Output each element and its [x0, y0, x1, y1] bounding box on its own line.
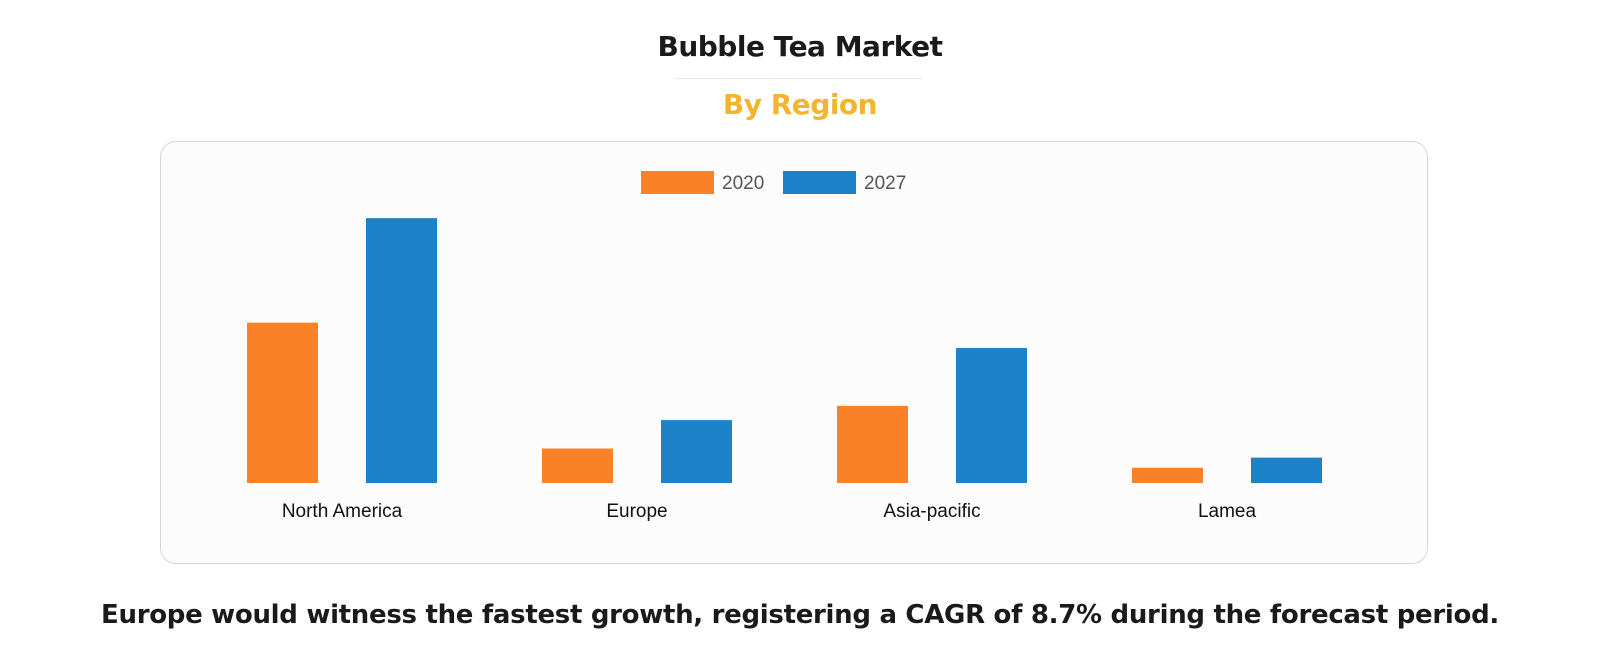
- title-divider: [674, 78, 922, 79]
- category-label-europe: Europe: [606, 501, 667, 522]
- bar-lamea-2020: [1132, 467, 1203, 483]
- bar-europe-2020: [542, 448, 613, 483]
- chart-title: Bubble Tea Market: [657, 30, 943, 63]
- bars-group: [247, 218, 1322, 483]
- bar-asia-pacific-2027: [956, 348, 1027, 483]
- legend-label-2020: 2020: [722, 173, 764, 194]
- bar-europe-2027: [661, 420, 732, 483]
- bar-north-america-2027: [366, 218, 437, 483]
- footnote-text: Europe would witness the fastest growth,…: [101, 600, 1499, 630]
- legend-swatch-2027: [783, 171, 856, 194]
- category-label-north-america: North America: [282, 501, 403, 522]
- bar-lamea-2027: [1251, 457, 1322, 483]
- legend-label-2027: 2027: [864, 173, 906, 194]
- bar-north-america-2020: [247, 322, 318, 483]
- chart-subtitle: By Region: [722, 88, 878, 121]
- bar-asia-pacific-2020: [837, 405, 908, 483]
- chart-legend: 2020 2027: [641, 171, 906, 194]
- category-labels: North America Europe Asia-pacific Lamea: [282, 501, 1257, 522]
- legend-swatch-2020: [641, 171, 714, 194]
- category-label-lamea: Lamea: [1198, 501, 1257, 522]
- category-label-asia-pacific: Asia-pacific: [883, 501, 980, 522]
